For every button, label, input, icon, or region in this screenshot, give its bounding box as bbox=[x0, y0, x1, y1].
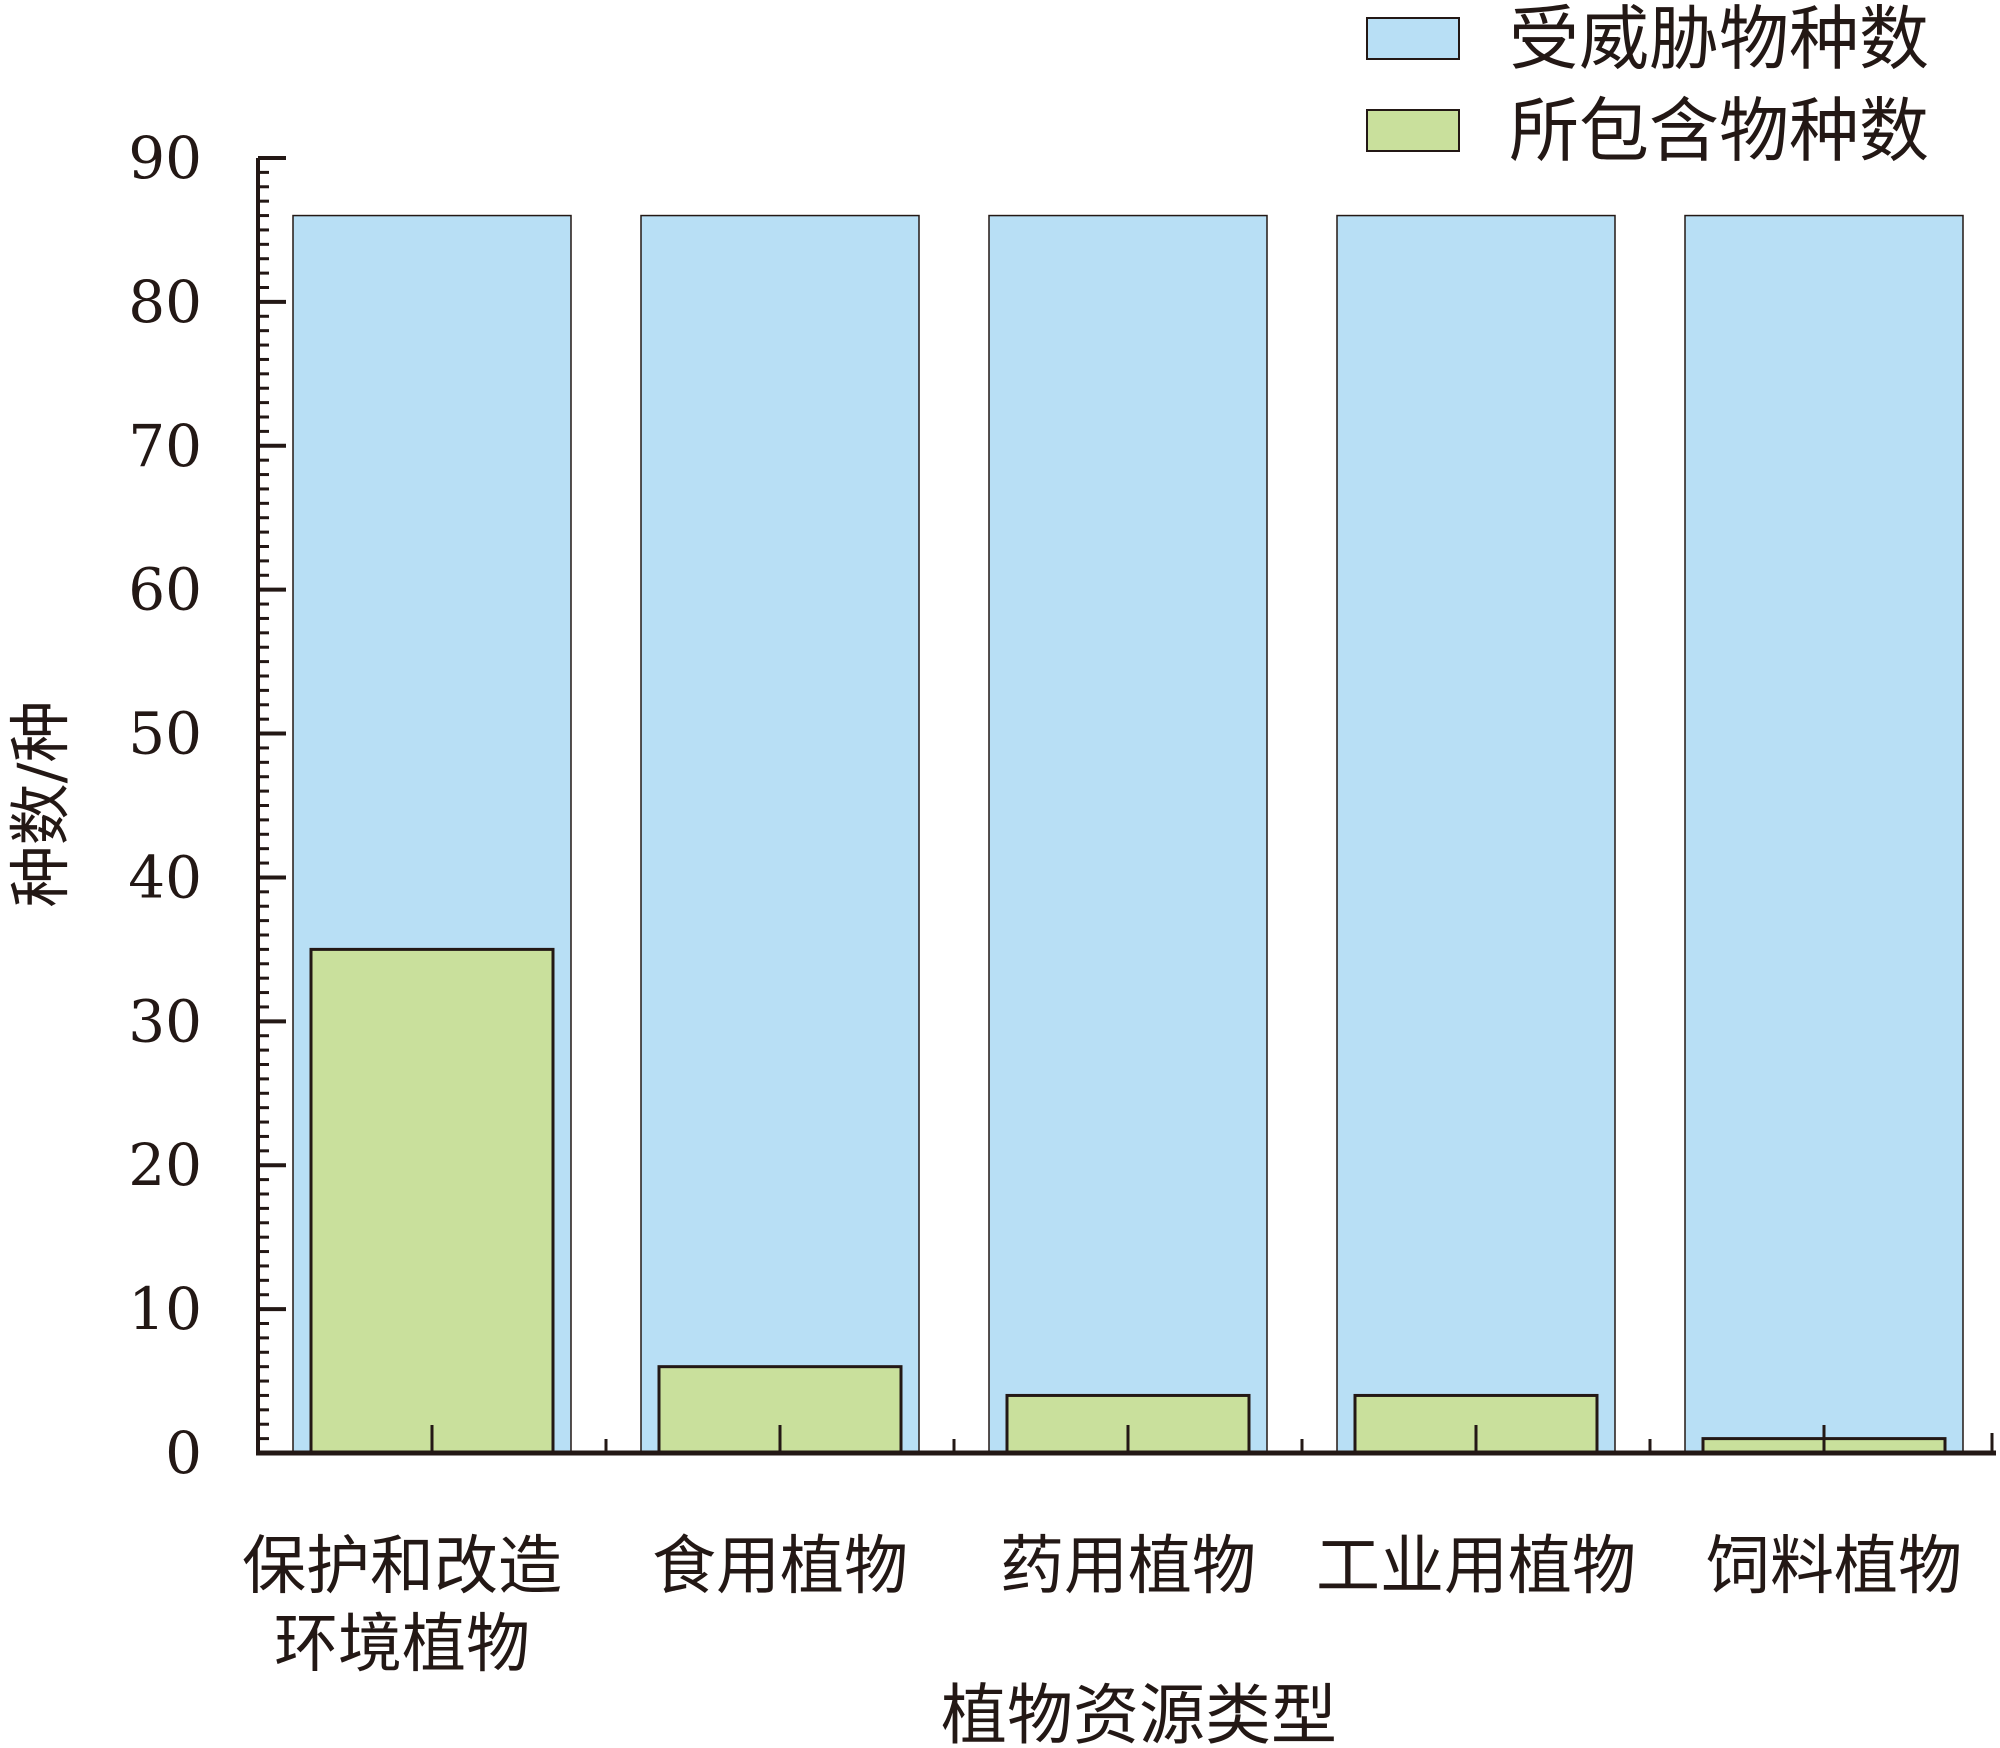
legend-swatch bbox=[1366, 109, 1460, 152]
y-tick-label: 90 bbox=[128, 124, 202, 192]
legend-swatch bbox=[1366, 17, 1460, 60]
bar-threatened-2 bbox=[988, 214, 1268, 1454]
bar-threatened-4 bbox=[1684, 214, 1964, 1454]
x-category-label: 保护和改造 bbox=[242, 1530, 562, 1604]
y-axis-label: 种数/种 bbox=[4, 701, 77, 908]
y-tick-label: 60 bbox=[128, 556, 202, 624]
y-tick-label: 30 bbox=[128, 987, 202, 1055]
x-category-label: 饲料植物 bbox=[1706, 1530, 1962, 1604]
x-category-label: 药用植物 bbox=[1000, 1530, 1256, 1604]
legend-label: 所包含物种数 bbox=[1509, 90, 1929, 172]
y-tick-label: 70 bbox=[128, 412, 202, 480]
y-tick-label: 40 bbox=[128, 843, 202, 911]
y-tick-label: 80 bbox=[128, 268, 202, 336]
x-category-label: 食用植物 bbox=[652, 1530, 908, 1604]
bar-threatened-1 bbox=[640, 214, 920, 1454]
y-tick-label: 20 bbox=[128, 1131, 202, 1199]
bar-threatened-3 bbox=[1336, 214, 1616, 1454]
x-axis-label: 植物资源类型 bbox=[941, 1677, 1337, 1748]
x-category-label: 环境植物 bbox=[274, 1608, 530, 1682]
x-category-label: 工业用植物 bbox=[1316, 1530, 1636, 1604]
y-tick-label: 50 bbox=[128, 700, 202, 768]
y-tick-label: 0 bbox=[165, 1419, 202, 1487]
legend-label: 受威胁物种数 bbox=[1509, 0, 1929, 80]
bar-included-0 bbox=[309, 947, 555, 1455]
y-tick-label: 10 bbox=[128, 1275, 202, 1343]
